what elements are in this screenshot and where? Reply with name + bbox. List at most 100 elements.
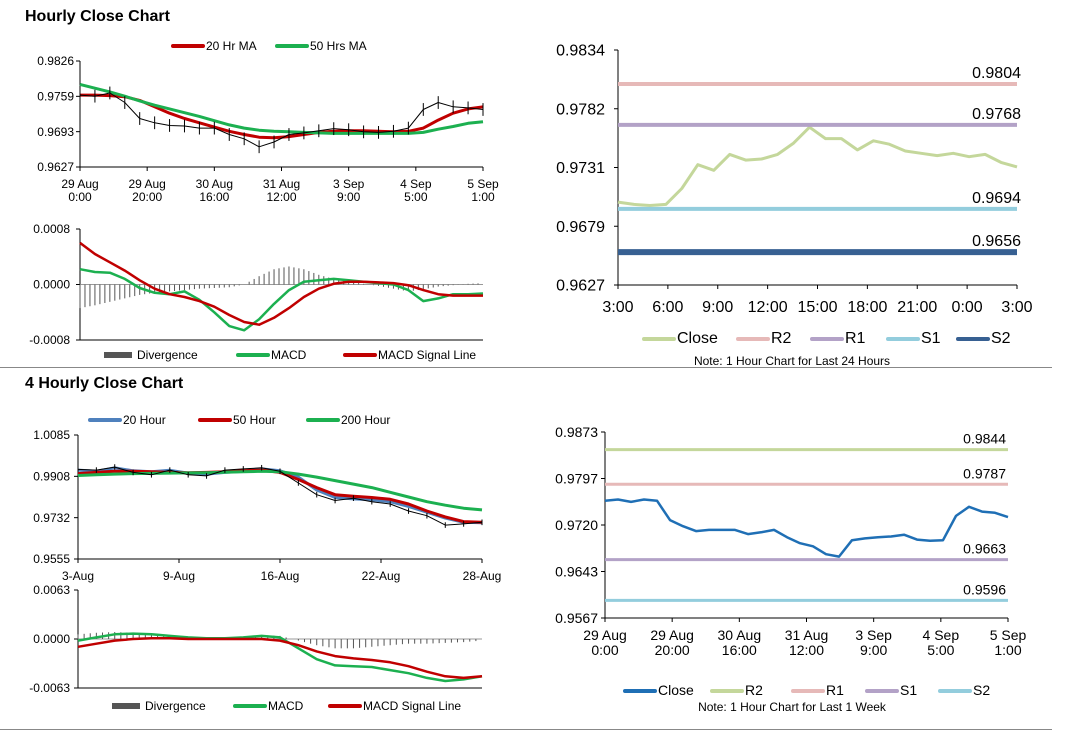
- section-divider: [0, 367, 1052, 368]
- x-tick-label: 29 Aug 0:00: [583, 627, 627, 658]
- legend-label: R1: [826, 682, 844, 698]
- y-tick-label: 0.9782: [556, 101, 605, 118]
- legend-item: 20 Hour: [88, 413, 166, 427]
- y-tick-label: 0.9873: [555, 424, 598, 440]
- x-tick-label: 28-Aug: [463, 569, 502, 583]
- legend-label: Divergence: [145, 699, 206, 713]
- legend-label: MACD: [271, 348, 307, 362]
- x-tick-label: 5 Sep 1:00: [990, 627, 1027, 658]
- x-tick-label: 12:00: [748, 299, 788, 316]
- x-tick-label: 18:00: [847, 299, 887, 316]
- x-tick-label: 3:00: [602, 299, 633, 316]
- legend-label: MACD Signal Line: [378, 348, 476, 362]
- y-tick-label: 0.9731: [556, 160, 605, 177]
- y-tick-label: 0.0008: [33, 222, 70, 236]
- x-tick-label: 15:00: [797, 299, 837, 316]
- y-tick-label: 0.9643: [555, 563, 598, 579]
- y-tick-label: -0.0063: [29, 681, 70, 695]
- legend-item: R1: [810, 330, 866, 347]
- series-macd: [79, 267, 484, 332]
- legend-item: S2: [938, 682, 990, 698]
- legend-item: R1: [791, 682, 844, 698]
- legend-label: S2: [991, 330, 1011, 347]
- x-tick-label: 21:00: [897, 299, 937, 316]
- series-macd-signal-line: [77, 636, 483, 680]
- level-label-r1: 0.9787: [963, 465, 1006, 481]
- series-macd-signal-line: [79, 241, 483, 326]
- x-tick-label: 4 Sep 5:00: [400, 177, 432, 204]
- chart-note: Note: 1 Hour Chart for Last 24 Hours: [694, 354, 890, 368]
- x-tick-label: 31 Aug 12:00: [785, 627, 829, 658]
- y-tick-label: 0.9555: [33, 552, 70, 566]
- legend-label: R2: [771, 330, 792, 347]
- x-tick-label: 4 Sep 5:00: [923, 627, 960, 658]
- x-tick-label: 3 Sep 9:00: [855, 627, 892, 658]
- level-label-s2: 0.9596: [963, 581, 1006, 597]
- x-tick-label: 30 Aug 16:00: [718, 627, 762, 658]
- legend-item: R2: [736, 330, 792, 347]
- legend-label: MACD: [268, 699, 304, 713]
- y-tick-label: 0.9627: [37, 160, 74, 174]
- legend-label: R2: [745, 682, 763, 698]
- x-tick-label: 29 Aug 0:00: [61, 177, 98, 204]
- x-tick-label: 16-Aug: [261, 569, 300, 583]
- y-tick-label: 0.9834: [556, 43, 605, 60]
- y-tick-label: 0.0063: [33, 583, 70, 597]
- legend-item: MACD: [233, 699, 304, 713]
- legend-label: R1: [845, 330, 866, 347]
- legend-label: Close: [677, 330, 718, 347]
- legend-label: 50 Hrs MA: [310, 39, 367, 53]
- series-close: [604, 498, 1009, 558]
- legend-item: Close: [623, 682, 694, 698]
- legend-label: 200 Hour: [341, 413, 390, 427]
- x-tick-label: 9-Aug: [163, 569, 195, 583]
- series-macd: [77, 632, 483, 683]
- y-tick-label: 0.9627: [556, 278, 605, 295]
- section-title-hourly: Hourly Close Chart: [25, 8, 170, 25]
- x-tick-label: 3:00: [1001, 299, 1032, 316]
- level-label-s1: 0.9694: [972, 190, 1021, 207]
- x-tick-label: 9:00: [702, 299, 733, 316]
- legend-label: 20 Hr MA: [206, 39, 257, 53]
- level-label-s1: 0.9663: [963, 541, 1006, 557]
- series-close: [617, 125, 1018, 207]
- legend-item: R2: [710, 682, 763, 698]
- y-tick-label: 0.9693: [37, 125, 74, 139]
- y-tick-label: 0.0000: [33, 278, 70, 292]
- legend-item: Divergence: [104, 348, 198, 362]
- legend-item: S1: [886, 330, 941, 347]
- legend-label: 50 Hour: [233, 413, 276, 427]
- price-series: [79, 92, 484, 148]
- y-tick-label: 0.9679: [556, 219, 605, 236]
- legend-item: MACD Signal Line: [328, 699, 461, 713]
- x-tick-label: 5 Sep 1:00: [467, 177, 499, 204]
- legend-label: MACD Signal Line: [363, 699, 461, 713]
- x-tick-label: 29 Aug 20:00: [128, 177, 165, 204]
- level-label-r2: 0.9844: [963, 431, 1006, 447]
- legend-item: 20 Hr MA: [171, 39, 257, 53]
- x-tick-label: 6:00: [652, 299, 683, 316]
- legend-item: Divergence: [112, 699, 206, 713]
- chart-note: Note: 1 Hour Chart for Last 1 Week: [698, 700, 887, 714]
- y-tick-label: 0.9797: [555, 470, 598, 486]
- series-50-hrs-ma: [79, 82, 484, 135]
- x-tick-label: 30 Aug 16:00: [196, 177, 233, 204]
- x-tick-label: 29 Aug 20:00: [650, 627, 694, 658]
- x-tick-label: 3 Sep 9:00: [333, 177, 365, 204]
- series-200-hour: [77, 469, 483, 512]
- level-label-s2: 0.9656: [972, 233, 1021, 250]
- legend-swatch: [112, 703, 140, 709]
- legend-label: S2: [973, 682, 990, 698]
- price-series: [77, 466, 483, 526]
- y-tick-label: -0.0008: [29, 333, 70, 347]
- y-tick-label: 0.9720: [555, 517, 598, 533]
- level-label-r1: 0.9768: [972, 106, 1021, 123]
- y-tick-label: 0.9826: [37, 54, 74, 68]
- legend-item: S2: [956, 330, 1011, 347]
- legend-item: MACD Signal Line: [343, 348, 476, 362]
- section-title-four-hourly: 4 Hourly Close Chart: [25, 375, 184, 392]
- legend-item: S1: [865, 682, 917, 698]
- legend-label: S1: [921, 330, 941, 347]
- legend-item: 50 Hour: [198, 413, 276, 427]
